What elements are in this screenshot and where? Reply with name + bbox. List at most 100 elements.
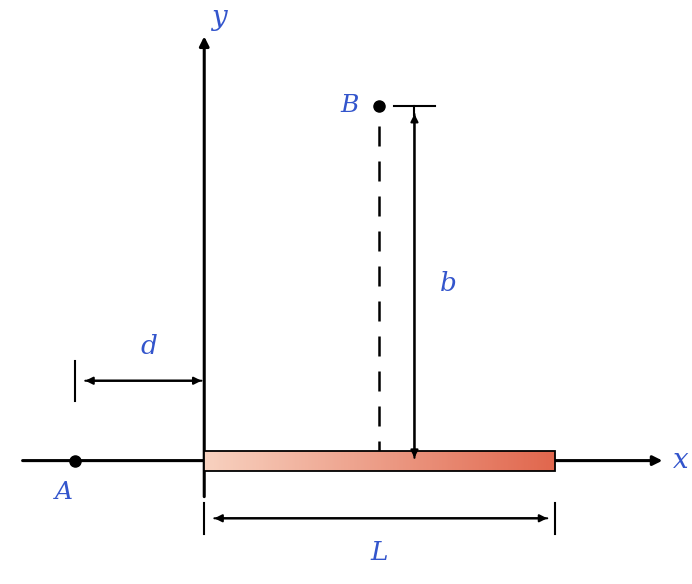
- Bar: [390, 451, 391, 471]
- Bar: [391, 451, 392, 471]
- Bar: [242, 451, 243, 471]
- Bar: [437, 451, 438, 471]
- Bar: [212, 451, 214, 471]
- Bar: [542, 451, 543, 471]
- Bar: [340, 451, 341, 471]
- Bar: [473, 451, 474, 471]
- Bar: [318, 451, 319, 471]
- Bar: [356, 451, 357, 471]
- Bar: [433, 451, 435, 471]
- Bar: [442, 451, 444, 471]
- Bar: [392, 451, 394, 471]
- Bar: [214, 451, 215, 471]
- Bar: [264, 451, 265, 471]
- Text: L: L: [371, 540, 388, 565]
- Bar: [522, 451, 523, 471]
- Bar: [507, 451, 508, 471]
- Bar: [469, 451, 471, 471]
- Bar: [253, 451, 255, 471]
- Bar: [302, 451, 304, 471]
- Bar: [280, 451, 282, 471]
- Bar: [216, 451, 217, 471]
- Bar: [452, 451, 453, 471]
- Bar: [215, 451, 216, 471]
- Bar: [498, 451, 500, 471]
- Bar: [316, 451, 318, 471]
- Bar: [544, 451, 545, 471]
- Bar: [440, 451, 441, 471]
- Bar: [370, 451, 371, 471]
- Bar: [419, 451, 420, 471]
- Bar: [328, 451, 329, 471]
- Bar: [239, 451, 240, 471]
- Bar: [218, 451, 219, 471]
- Bar: [516, 451, 517, 471]
- Bar: [388, 451, 389, 471]
- Bar: [528, 451, 529, 471]
- Bar: [534, 451, 535, 471]
- Bar: [540, 451, 542, 471]
- Bar: [233, 451, 235, 471]
- Bar: [336, 451, 338, 471]
- Bar: [260, 451, 262, 471]
- Bar: [357, 451, 358, 471]
- Bar: [287, 451, 289, 471]
- Bar: [371, 451, 372, 471]
- Bar: [204, 451, 206, 471]
- Bar: [403, 451, 404, 471]
- Bar: [404, 451, 405, 471]
- Bar: [464, 451, 466, 471]
- Bar: [321, 451, 322, 471]
- Bar: [217, 451, 218, 471]
- Bar: [265, 451, 266, 471]
- Bar: [444, 451, 445, 471]
- Bar: [352, 451, 354, 471]
- Bar: [408, 451, 410, 471]
- Bar: [535, 451, 536, 471]
- Bar: [501, 451, 502, 471]
- Bar: [412, 451, 413, 471]
- Bar: [263, 451, 264, 471]
- Bar: [207, 451, 208, 471]
- Bar: [425, 451, 426, 471]
- Bar: [285, 451, 286, 471]
- Bar: [345, 451, 347, 471]
- Bar: [518, 451, 520, 471]
- Bar: [421, 451, 423, 471]
- Bar: [531, 451, 532, 471]
- Bar: [383, 451, 384, 471]
- Bar: [365, 451, 367, 471]
- Bar: [503, 451, 504, 471]
- Text: y: y: [210, 4, 226, 32]
- Bar: [480, 451, 481, 471]
- Bar: [494, 451, 495, 471]
- Bar: [454, 451, 455, 471]
- Bar: [244, 451, 245, 471]
- Bar: [284, 451, 285, 471]
- Bar: [238, 451, 239, 471]
- Bar: [420, 451, 421, 471]
- Bar: [397, 451, 398, 471]
- Bar: [479, 451, 480, 471]
- Bar: [221, 451, 223, 471]
- Bar: [211, 451, 212, 471]
- Bar: [467, 451, 468, 471]
- Bar: [489, 451, 491, 471]
- Bar: [325, 451, 326, 471]
- Bar: [294, 451, 295, 471]
- Bar: [462, 451, 464, 471]
- Bar: [341, 451, 342, 471]
- Bar: [308, 451, 309, 471]
- Bar: [362, 451, 363, 471]
- Bar: [549, 451, 550, 471]
- Bar: [208, 451, 209, 471]
- Bar: [333, 451, 334, 471]
- Bar: [445, 451, 446, 471]
- Bar: [428, 451, 430, 471]
- Bar: [326, 451, 327, 471]
- Bar: [386, 451, 388, 471]
- Bar: [315, 451, 316, 471]
- Bar: [298, 451, 299, 471]
- Bar: [481, 451, 482, 471]
- Bar: [330, 451, 331, 471]
